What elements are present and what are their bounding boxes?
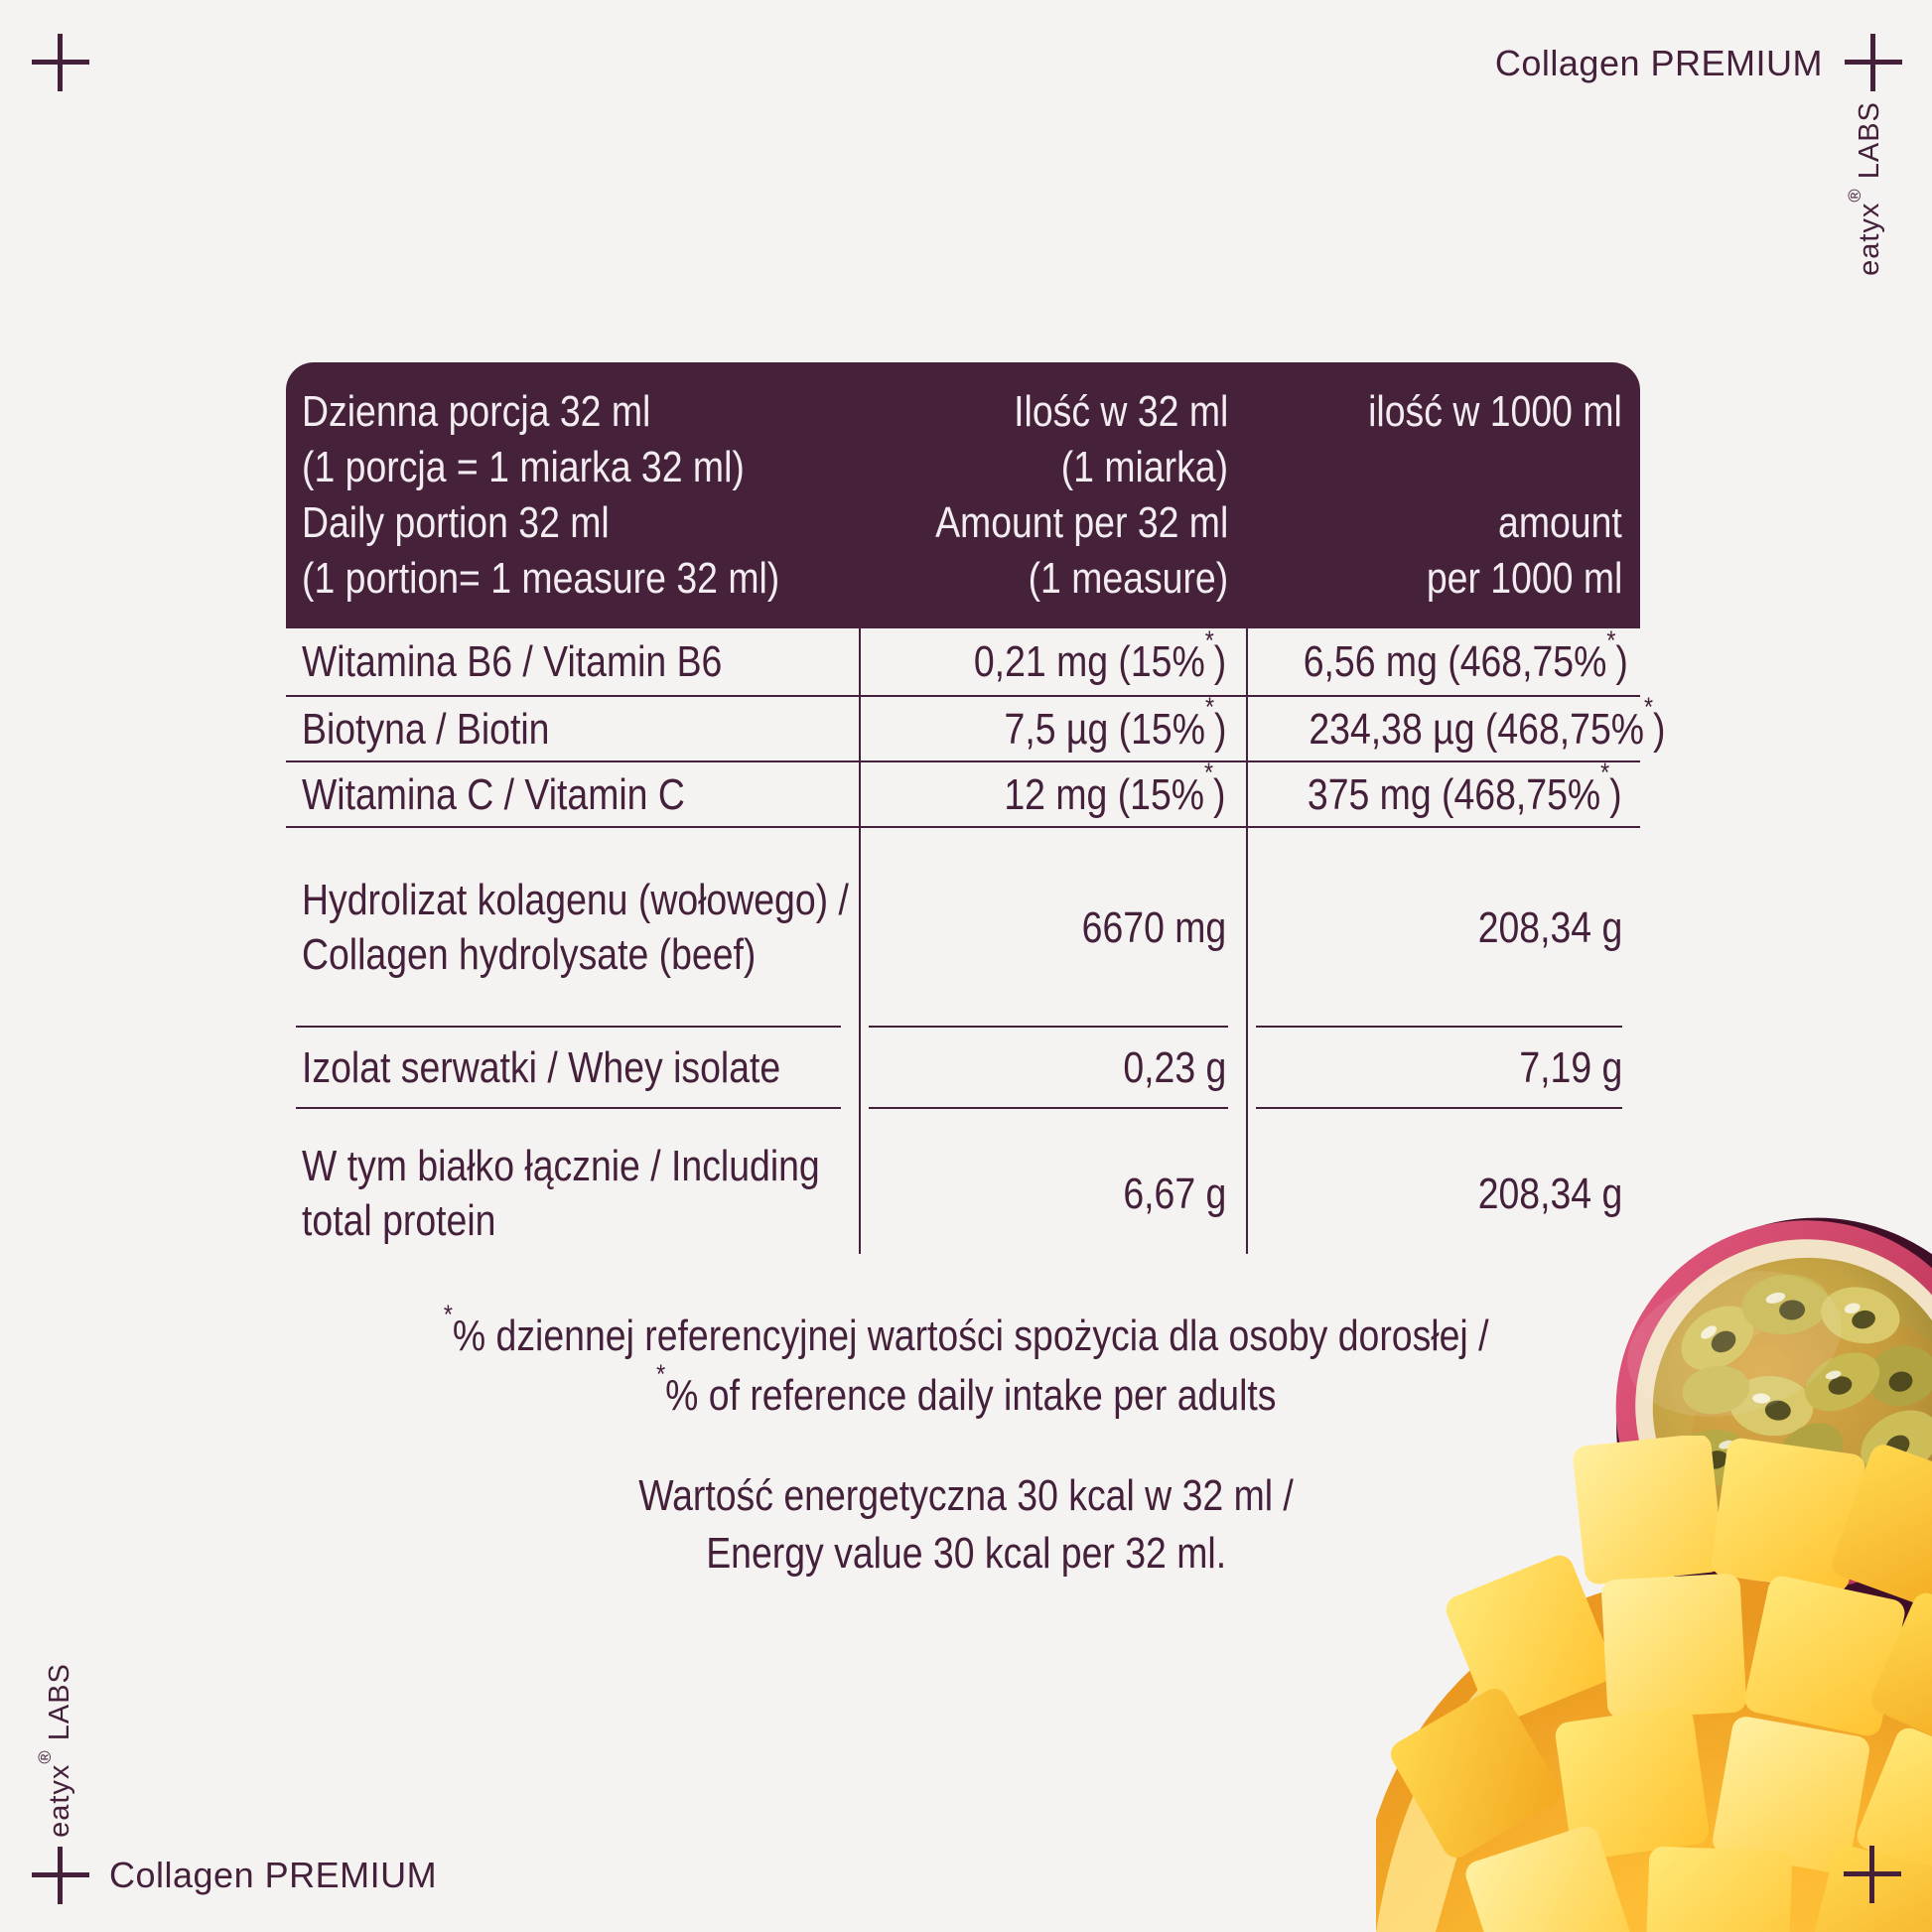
column-divider	[859, 628, 861, 1254]
row-label: Izolat serwatki / Whey isolate	[286, 1027, 859, 1109]
energy-value-pl: Wartość energetyczna 30 kcal w 32 ml /	[638, 1471, 1294, 1520]
row-label: Biotyna / Biotin	[302, 704, 550, 754]
product-name-top: Collagen PREMIUM	[1494, 43, 1823, 83]
energy-value-en: Energy value 30 kcal per 32 ml.	[706, 1529, 1226, 1578]
header-col-amount-1000ml: ilość w 1000 ml amount per 1000 ml	[1246, 384, 1640, 607]
labs-logo-left: eatyx® LABS	[34, 1663, 75, 1838]
amount-per-1000ml: 7,19 g	[1246, 1027, 1640, 1109]
row-label: W tym białko łącznie / Including total p…	[302, 1142, 820, 1245]
amount-per-32ml: 0,21 mg (15%*)	[973, 623, 1226, 686]
header-line: (1 portion= 1 measure 32 ml)	[302, 554, 780, 603]
header-line: (1 measure)	[1028, 554, 1228, 603]
crop-mark-icon	[32, 1847, 89, 1904]
table-row: W tym białko łącznie / Including total p…	[286, 1108, 1640, 1279]
reference-footnote-en: *% of reference daily intake per adults	[655, 1357, 1277, 1420]
header-line: ilość w 1000 ml	[1368, 387, 1622, 436]
header-line: (1 porcja = 1 miarka 32 ml)	[302, 443, 745, 491]
row-label: Witamina C / Vitamin C	[302, 769, 685, 819]
table-row: Izolat serwatki / Whey isolate 0,23 g 7,…	[286, 1027, 1640, 1109]
header-line: Ilość w 32 ml	[1013, 387, 1228, 436]
amount-per-1000ml: 208,34 g	[1477, 1169, 1622, 1218]
energy-value-note: Wartość energetyczna 30 kcal w 32 ml / E…	[0, 1467, 1932, 1583]
table-header: Dzienna porcja 32 ml (1 porcja = 1 miark…	[286, 362, 1640, 628]
table-row: Biotyna / Biotin 7,5 µg (15%*) 234,38 µg…	[286, 691, 1666, 762]
crop-mark-icon	[1844, 1846, 1901, 1903]
header-col-portion: Dzienna porcja 32 ml (1 porcja = 1 miark…	[286, 384, 859, 607]
table-body: Witamina B6 / Vitamin B6 0,21 mg (15%*) …	[286, 623, 1666, 1279]
amount-per-32ml: 0,23 g	[859, 1027, 1246, 1109]
header-line: amount	[1498, 498, 1622, 547]
amount-per-1000ml: 375 mg (468,75%*)	[1308, 757, 1622, 819]
amount-per-1000ml: 234,38 µg (468,75%*)	[1309, 691, 1666, 754]
reference-footnote-pl: *% dziennej referencyjnej wartości spoży…	[443, 1298, 1489, 1360]
amount-per-32ml: 6,67 g	[1123, 1169, 1226, 1218]
amount-per-1000ml: 6,56 mg (468,75%*)	[1303, 623, 1628, 686]
nutrition-table: Dzienna porcja 32 ml (1 porcja = 1 miark…	[286, 362, 1666, 1279]
amount-per-1000ml: 208,34 g	[1246, 828, 1640, 1028]
crop-mark-icon	[1845, 34, 1902, 91]
header-col-amount-32ml: Ilość w 32 ml (1 miarka) Amount per 32 m…	[859, 384, 1246, 607]
amount-per-32ml: 7,5 µg (15%*)	[1004, 691, 1226, 754]
table-row: Witamina B6 / Vitamin B6 0,21 mg (15%*) …	[286, 623, 1640, 697]
reference-footnote: *% dziennej referencyjnej wartości spoży…	[0, 1298, 1932, 1426]
mango-graphic	[1376, 1436, 1932, 1932]
column-divider	[1246, 628, 1248, 1254]
header-line: Dzienna porcja 32 ml	[302, 387, 651, 436]
amount-per-32ml: 12 mg (15%*)	[1004, 757, 1226, 819]
header-line: Amount per 32 ml	[934, 498, 1228, 547]
header-line: (1 miarka)	[1060, 443, 1228, 491]
mango-image	[1376, 1436, 1932, 1932]
table-row: Hydrolizat kolagenu (wołowego) / Collage…	[286, 828, 1640, 1028]
crop-mark-icon	[32, 34, 89, 91]
labs-logo-right: eatyx® LABS	[1844, 101, 1885, 276]
table-row: Witamina C / Vitamin C 12 mg (15%*) 375 …	[286, 757, 1640, 828]
header-line: per 1000 ml	[1426, 554, 1622, 603]
amount-per-32ml: 6670 mg	[859, 828, 1246, 1028]
row-label: Hydrolizat kolagenu (wołowego) / Collage…	[286, 828, 859, 1028]
header-line: Daily portion 32 ml	[302, 498, 610, 547]
product-name-bottom: Collagen PREMIUM	[109, 1855, 438, 1895]
row-label: Witamina B6 / Vitamin B6	[302, 637, 723, 686]
